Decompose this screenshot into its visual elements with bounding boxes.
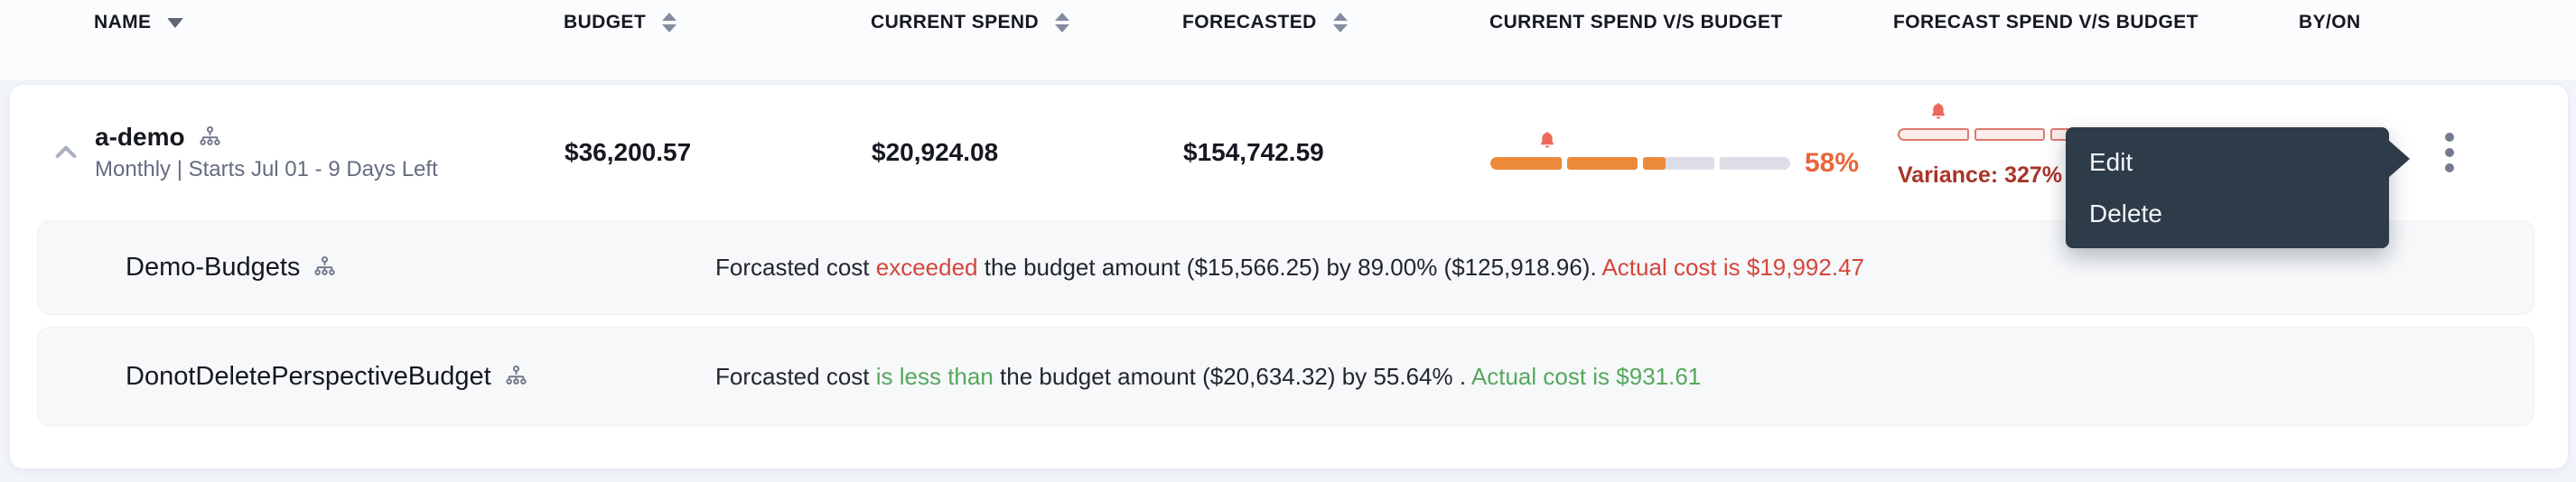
column-header-budget[interactable]: BUDGET: [564, 12, 871, 33]
bar-segment: [1490, 157, 1562, 170]
budget-schedule: Monthly | Starts Jul 01 - 9 Days Left: [95, 157, 438, 181]
bar-segment: [1974, 128, 2045, 141]
budget-status-message: Forcasted cost exceeded the budget amoun…: [715, 254, 2497, 282]
sort-arrows-icon[interactable]: [662, 13, 677, 32]
menu-pointer-arrow: [2387, 139, 2410, 179]
forecasted-amount: $154,742.59: [1183, 138, 1324, 166]
column-header-current-spend[interactable]: CURRENT SPEND: [871, 12, 1182, 33]
budget-amount: $36,200.57: [565, 138, 692, 166]
sub-budget-name: DonotDeletePerspectiveBudget: [126, 361, 491, 391]
kebab-menu-icon[interactable]: [2440, 127, 2459, 178]
current-spend-amount: $20,924.08: [872, 138, 999, 166]
column-header-label: FORECAST SPEND V/S BUDGET: [1893, 12, 2198, 32]
column-header-forecasted[interactable]: FORECASTED: [1182, 12, 1489, 33]
caret-down-icon[interactable]: [167, 17, 184, 28]
column-header-by-on: BY/ON: [2299, 12, 2576, 33]
column-header-label: CURRENT SPEND V/S BUDGET: [1489, 12, 1783, 32]
sub-budget-name: Demo-Budgets: [126, 253, 301, 282]
by-on-cell: [2300, 127, 2568, 178]
message-part: Forcasted cost: [715, 362, 876, 390]
message-part: exceeded: [875, 254, 978, 281]
variance-label: Variance: 327%: [1898, 162, 2063, 188]
bell-icon: [1536, 130, 1558, 152]
column-header-forecast-vs-budget: FORECAST SPEND V/S BUDGET: [1893, 12, 2299, 33]
current-vs-budget-percent: 58%: [1805, 148, 1860, 178]
message-part: is less than: [875, 362, 994, 390]
message-part: Forcasted cost: [715, 254, 876, 281]
table-header: NAME BUDGET CURRENT SPEND FORECASTED CUR…: [0, 0, 2576, 79]
current-vs-budget-cell: 58%: [1490, 85, 1894, 179]
budget-name-cell: a-demo Monthly | Starts Jul 01 - 9 Days …: [95, 123, 565, 182]
bar-segment: [1643, 157, 1714, 170]
budget-status-message: Forcasted cost is less than the budget a…: [715, 363, 2497, 391]
column-header-label: BUDGET: [564, 12, 647, 32]
chevron-up-icon: [51, 138, 80, 167]
collapse-row-button[interactable]: [37, 138, 95, 167]
message-part: Actual cost is $931.61: [1470, 362, 1702, 390]
menu-item-delete[interactable]: Delete: [2089, 199, 2162, 227]
column-header-label: FORECASTED: [1182, 12, 1317, 32]
column-header-current-vs-budget: CURRENT SPEND V/S BUDGET: [1489, 12, 1893, 33]
bar-segment: [1719, 157, 1790, 170]
bar-segment: [1566, 157, 1638, 170]
menu-item-edit[interactable]: Edit: [2089, 147, 2133, 176]
budget-name: a-demo: [95, 123, 185, 151]
sort-arrows-icon[interactable]: [1332, 13, 1348, 32]
sort-arrows-icon[interactable]: [1055, 13, 1070, 32]
row-context-menu: Edit Delete: [2066, 127, 2410, 248]
bell-icon: [1927, 101, 1949, 123]
current-vs-budget-bar: [1490, 132, 1790, 170]
column-header-label: BY/ON: [2299, 12, 2361, 32]
column-header-name[interactable]: NAME: [94, 12, 564, 33]
org-tree-icon: [504, 365, 528, 389]
org-tree-icon: [198, 125, 222, 150]
bar-segment: [1898, 128, 1969, 141]
column-header-label: NAME: [94, 12, 152, 32]
message-part: the budget amount ($20,634.32) by 55.64%…: [993, 362, 1471, 390]
message-part: Actual cost is $19,992.47: [1601, 254, 1864, 281]
sub-budget-row: DonotDeletePerspectiveBudget Forcasted c…: [37, 327, 2534, 426]
message-part: the budget amount ($15,566.25) by 89.00%…: [977, 254, 1602, 281]
org-tree-icon: [313, 255, 337, 280]
column-header-label: CURRENT SPEND: [871, 12, 1040, 32]
